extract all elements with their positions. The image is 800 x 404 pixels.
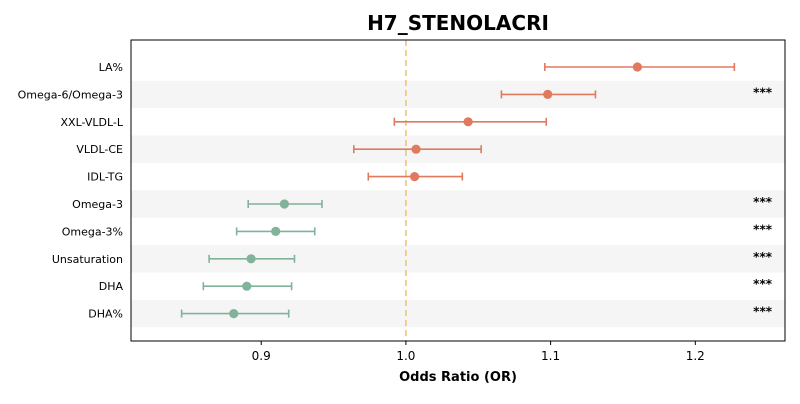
- x-tick-label: 1.1: [541, 349, 560, 363]
- forest-row: VLDL-CE: [76, 143, 482, 156]
- row-label: Omega-6/Omega-3: [18, 88, 123, 101]
- axes-frame: [130, 39, 786, 342]
- point-estimate: [246, 254, 256, 264]
- forest-row: Omega-3 ***: [72, 195, 773, 211]
- row-label: Unsaturation: [52, 253, 123, 266]
- point-estimate: [271, 226, 281, 236]
- significance-marker: ***: [753, 222, 773, 236]
- x-tick-label: 1.0: [396, 349, 415, 363]
- point-estimate: [409, 172, 420, 182]
- row-bands: [131, 80, 785, 328]
- x-axis-label: Odds Ratio (OR): [399, 370, 517, 385]
- forest-row: Unsaturation ***: [52, 250, 773, 266]
- row-label: DHA: [99, 280, 124, 293]
- forest-row: LA%: [99, 61, 736, 74]
- point-estimate: [279, 199, 289, 209]
- significance-marker: ***: [753, 85, 773, 99]
- row-label: VLDL-CE: [76, 143, 123, 156]
- x-tick-label: 0.9: [252, 349, 271, 363]
- point-estimate: [411, 144, 421, 154]
- data-rows: LA% Omega-6/Omega-3 *** XXL-VLDL-L VLDL-CE ID…: [18, 61, 773, 321]
- chart-title: H7_STENOLACRI: [367, 11, 549, 35]
- forest-row: DHA ***: [99, 277, 773, 293]
- row-label: Omega-3%: [62, 225, 123, 238]
- row-label: XXL-VLDL-L: [61, 116, 124, 129]
- forest-row: IDL-TG: [87, 171, 464, 184]
- row-label: IDL-TG: [87, 171, 123, 184]
- point-estimate: [543, 89, 553, 99]
- row-band: [131, 190, 785, 218]
- row-label: DHA%: [88, 308, 123, 321]
- forest-row: DHA% ***: [88, 305, 772, 321]
- forest-row: XXL-VLDL-L: [61, 116, 548, 129]
- forest-row: Omega-3% ***: [62, 222, 773, 238]
- point-estimate: [229, 309, 239, 319]
- point-estimate: [463, 117, 473, 127]
- point-estimate: [632, 62, 643, 72]
- significance-marker: ***: [753, 250, 773, 264]
- forest-row: Omega-6/Omega-3 ***: [18, 85, 773, 101]
- significance-marker: ***: [753, 277, 773, 291]
- row-label: Omega-3: [72, 198, 123, 211]
- point-estimate: [242, 281, 252, 291]
- x-axis-ticks: 0.9 1.0 1.1 1.2: [252, 341, 705, 363]
- significance-marker: ***: [753, 305, 773, 319]
- row-label: LA%: [99, 61, 123, 74]
- significance-marker: ***: [753, 195, 773, 209]
- row-band: [131, 80, 785, 109]
- x-tick-label: 1.2: [686, 349, 705, 363]
